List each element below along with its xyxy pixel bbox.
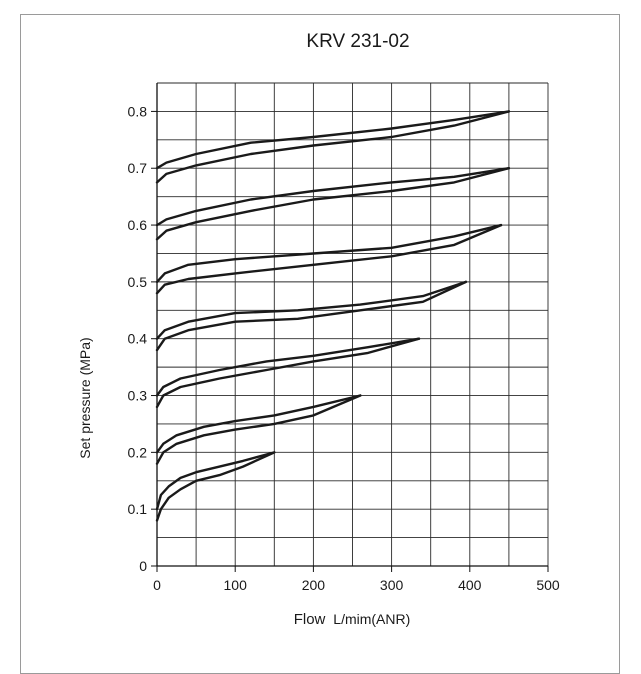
x-tick-label: 400 — [458, 577, 482, 593]
x-tick-label: 300 — [380, 577, 404, 593]
y-tick-labels: 0 0.1 0.2 0.3 0.4 0.5 0.6 0.7 0.8 — [128, 103, 148, 574]
axes — [151, 83, 549, 572]
curve-lower-3 — [155, 337, 421, 409]
x-axis-label: Flow L/mim(ANR) — [294, 611, 411, 628]
y-tick-label: 0.5 — [128, 274, 148, 290]
x-axis-label-unit: L/mim(ANR) — [333, 611, 410, 627]
curve-lower-1 — [155, 451, 276, 522]
chart-frame — [20, 14, 620, 674]
x-tick-label: 500 — [536, 577, 560, 593]
curve-upper-3 — [155, 337, 421, 397]
y-tick-label: 0.1 — [128, 501, 148, 517]
curve-upper-2 — [155, 394, 362, 454]
curves — [155, 110, 511, 522]
y-tick-label: 0.7 — [128, 160, 148, 176]
curve-lower-7 — [155, 110, 511, 184]
y-tick-label: 0.8 — [128, 103, 148, 119]
chart-title: KRV 231-02 — [306, 31, 409, 52]
y-tick-label: 0 — [139, 558, 147, 574]
curve-upper-1 — [155, 451, 276, 511]
curve-upper-4 — [155, 280, 468, 340]
curve-upper-7 — [155, 110, 511, 170]
y-tick-label: 0.4 — [128, 331, 148, 347]
curve-lower-5 — [155, 223, 503, 295]
x-tick-labels: 0 100 200 300 400 500 — [153, 577, 560, 593]
curve-lower-6 — [155, 167, 511, 241]
x-tick-label: 200 — [302, 577, 326, 593]
curve-lower-2 — [155, 394, 362, 465]
curve-lower-4 — [155, 280, 468, 352]
x-tick-label: 0 — [153, 577, 161, 593]
curve-upper-6 — [155, 167, 511, 227]
x-tick-label: 100 — [224, 577, 248, 593]
x-axis-label-main: Flow — [294, 611, 326, 628]
y-tick-label: 0.2 — [128, 444, 148, 460]
y-tick-label: 0.3 — [128, 388, 148, 404]
y-tick-label: 0.6 — [128, 217, 148, 233]
y-axis-label: Set pressure (MPa) — [77, 337, 93, 458]
curve-upper-5 — [155, 223, 503, 284]
